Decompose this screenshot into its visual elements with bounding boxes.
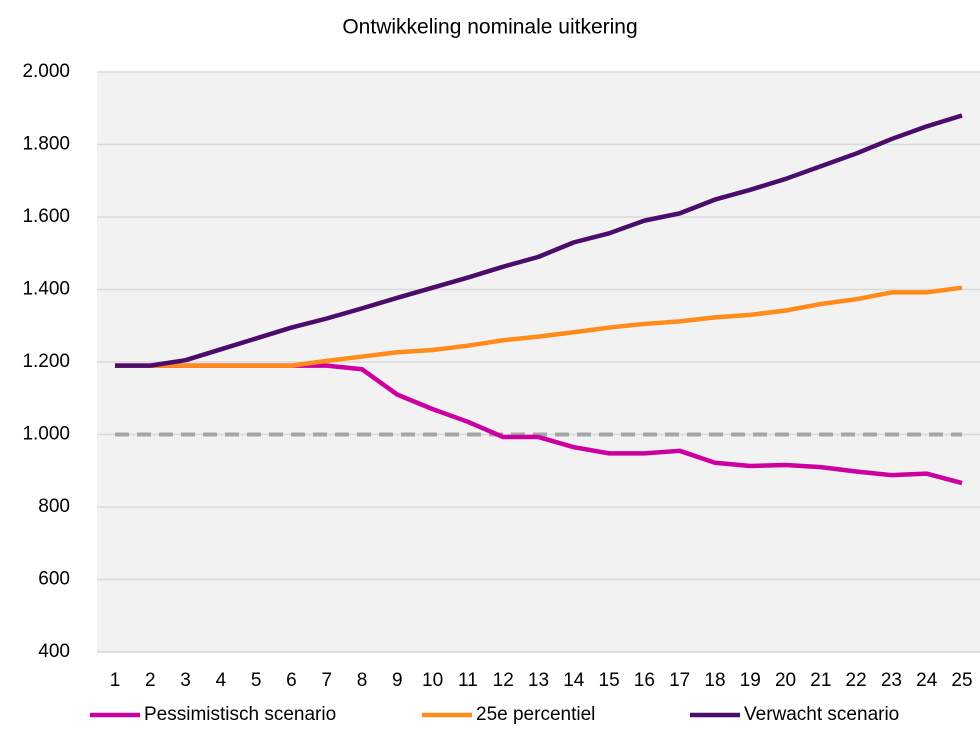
x-tick-label: 22 <box>846 670 867 691</box>
legend-label: 25e percentiel <box>476 704 595 725</box>
x-tick-label: 4 <box>216 670 227 691</box>
y-tick-label: 1.000 <box>22 424 70 445</box>
x-tick-label: 19 <box>740 670 761 691</box>
legend-label: Verwacht scenario <box>744 704 899 725</box>
x-tick-label: 25 <box>951 670 972 691</box>
x-tick-label: 8 <box>357 670 368 691</box>
y-tick-label: 800 <box>38 496 70 517</box>
x-tick-label: 17 <box>669 670 690 691</box>
x-tick-label: 23 <box>881 670 902 691</box>
x-tick-label: 16 <box>634 670 655 691</box>
y-tick-label: 1.600 <box>22 206 70 227</box>
x-tick-label: 7 <box>321 670 332 691</box>
y-tick-label: 1.800 <box>22 134 70 155</box>
x-tick-label: 15 <box>599 670 620 691</box>
x-tick-label: 11 <box>458 670 478 691</box>
x-tick-label: 13 <box>528 670 549 691</box>
x-tick-label: 2 <box>145 670 156 691</box>
x-tick-label: 3 <box>180 670 191 691</box>
x-tick-label: 24 <box>916 670 938 691</box>
chart-title: Ontwikkeling nominale uitkering <box>342 16 637 39</box>
x-tick-label: 6 <box>286 670 297 691</box>
y-tick-label: 400 <box>38 641 70 662</box>
x-tick-label: 18 <box>704 670 725 691</box>
x-tick-label: 20 <box>775 670 796 691</box>
x-tick-label: 10 <box>422 670 443 691</box>
y-tick-label: 2.000 <box>22 61 70 82</box>
legend-label: Pessimistisch scenario <box>144 704 336 725</box>
x-tick-label: 12 <box>493 670 514 691</box>
x-tick-label: 14 <box>563 670 585 691</box>
x-tick-label: 9 <box>392 670 403 691</box>
series-line <box>115 113 963 368</box>
y-tick-label: 600 <box>38 569 70 590</box>
x-tick-label: 5 <box>251 670 262 691</box>
series-line <box>115 285 963 368</box>
x-tick-label: 21 <box>810 670 831 691</box>
y-tick-label: 1.400 <box>22 279 70 300</box>
y-tick-label: 1.200 <box>22 351 70 372</box>
x-tick-label: 1 <box>110 670 121 691</box>
